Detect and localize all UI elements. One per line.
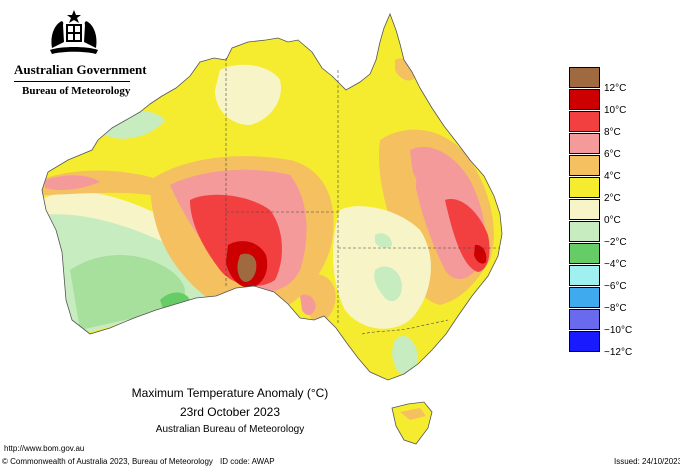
logo-divider	[14, 81, 130, 82]
legend-label: −2°C	[604, 237, 627, 248]
legend-label: 12°C	[604, 83, 627, 94]
legend-swatch	[569, 243, 600, 264]
copyright-text: © Commonwealth of Australia 2023, Bureau…	[2, 457, 213, 466]
legend-label: 6°C	[604, 149, 621, 160]
legend-swatch	[569, 133, 600, 154]
legend-swatch	[569, 221, 600, 242]
map-date: 23rd October 2023	[179, 405, 281, 419]
legend-swatch	[569, 287, 600, 308]
legend-swatch	[569, 199, 600, 220]
footer-bar: © Commonwealth of Australia 2023, Bureau…	[0, 455, 680, 467]
issued-date: Issued: 24/10/2023	[614, 457, 680, 466]
legend-label: 10°C	[604, 105, 627, 116]
legend-swatch	[569, 89, 600, 110]
agency-name: Bureau of Meteorology	[22, 85, 131, 97]
legend-swatch	[569, 155, 600, 176]
map-title: Maximum Temperature Anomaly (°C)	[131, 386, 329, 400]
id-code: ID code: AWAP	[220, 457, 275, 466]
legend-label: −10°C	[604, 325, 633, 336]
legend-label: −8°C	[604, 303, 627, 314]
coat-of-arms-icon	[50, 10, 98, 54]
legend-label: 4°C	[604, 171, 621, 182]
legend-swatch	[569, 331, 600, 352]
government-name: Australian Government	[14, 62, 147, 77]
map-source: Australian Bureau of Meteorology	[155, 424, 305, 435]
legend-swatch	[569, 111, 600, 132]
legend-swatch	[569, 67, 600, 88]
legend-label: −12°C	[604, 347, 633, 358]
temperature-anomaly-map	[41, 12, 503, 445]
website-link[interactable]: http://www.bom.gov.au	[4, 444, 85, 453]
legend-swatch	[569, 309, 600, 330]
legend-swatch	[569, 265, 600, 286]
legend-label: 8°C	[604, 127, 621, 138]
legend-label: 2°C	[604, 193, 621, 204]
legend-label: −4°C	[604, 259, 627, 270]
legend-swatch	[569, 177, 600, 198]
legend-label: −6°C	[604, 281, 627, 292]
legend-label: 0°C	[604, 215, 621, 226]
